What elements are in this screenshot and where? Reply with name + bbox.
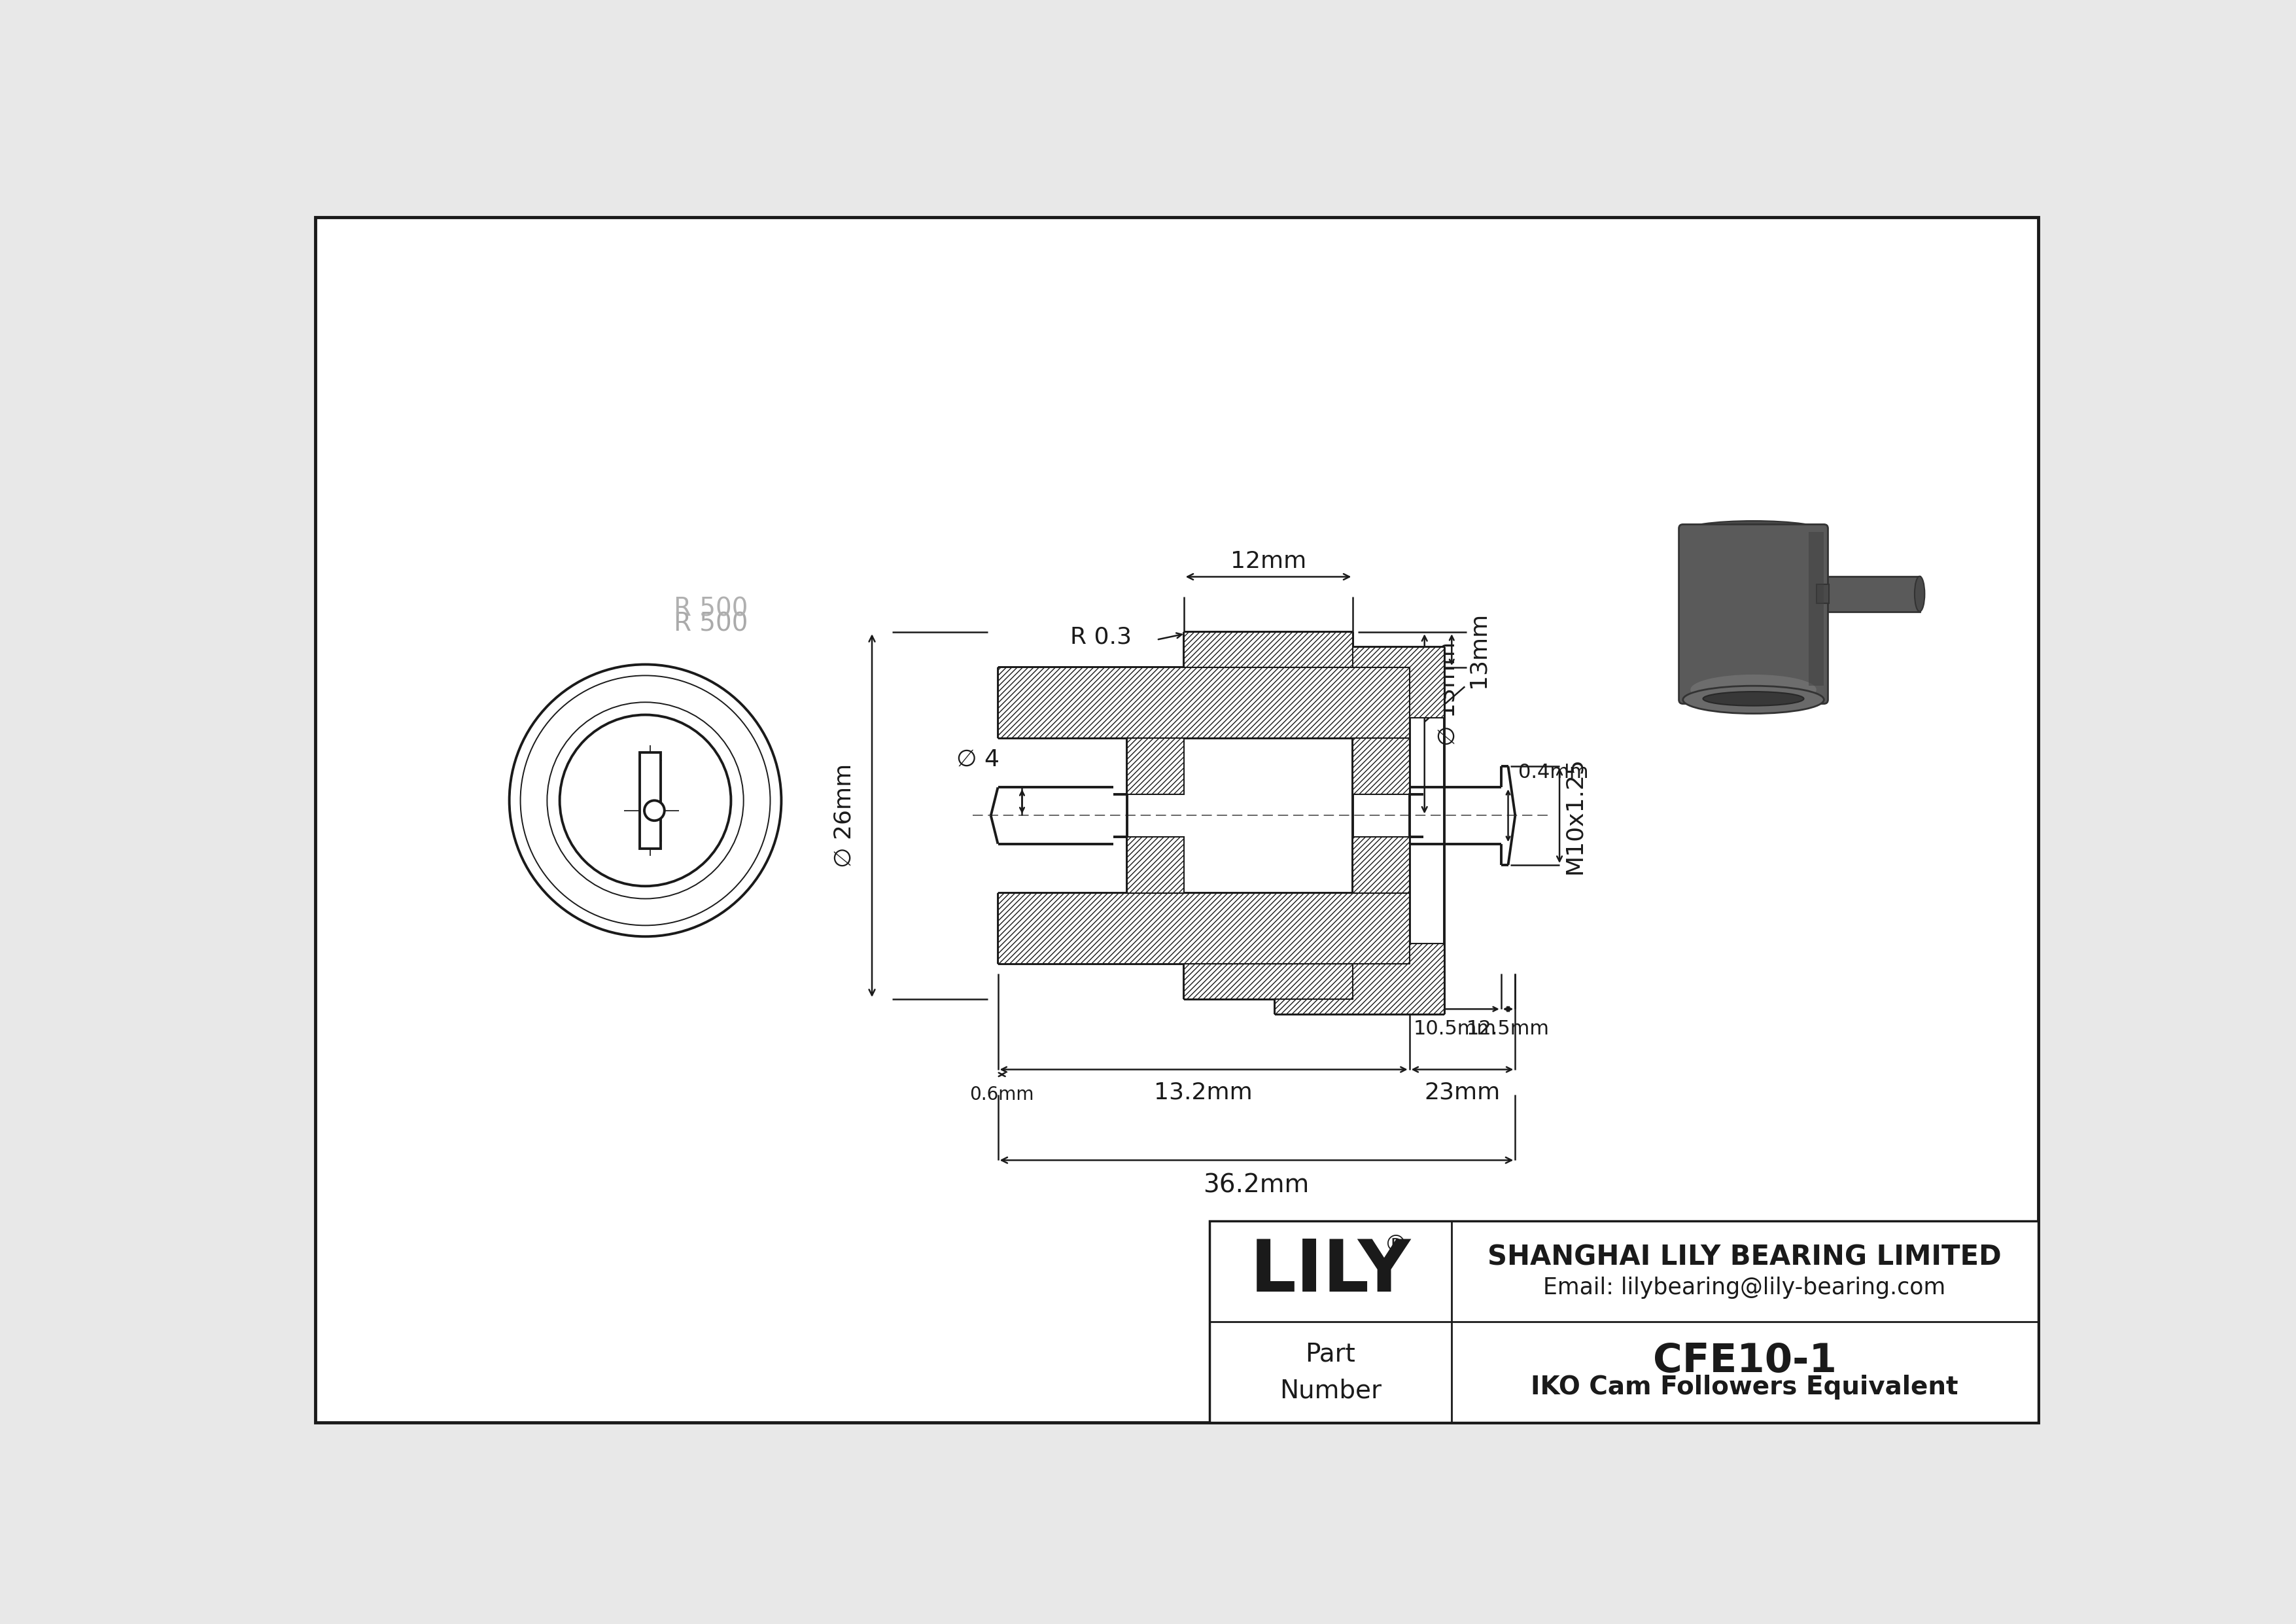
Text: ∅ 4: ∅ 4 — [955, 749, 999, 771]
Bar — [1185, 632, 1352, 667]
Text: IKO Cam Followers Equivalent: IKO Cam Followers Equivalent — [1531, 1376, 1958, 1400]
Bar — [1352, 737, 1410, 794]
Text: R 0.3: R 0.3 — [1070, 627, 1132, 648]
Bar — [1274, 648, 1444, 718]
Text: R 500: R 500 — [673, 612, 748, 637]
Bar — [1127, 737, 1185, 794]
Bar — [1352, 836, 1410, 893]
Text: CFE10-1: CFE10-1 — [1653, 1341, 1837, 1380]
Bar — [1274, 944, 1444, 1013]
Text: 36.2mm: 36.2mm — [1203, 1173, 1309, 1199]
Text: R 500: R 500 — [673, 596, 748, 622]
Circle shape — [645, 801, 664, 820]
Bar — [999, 667, 1410, 737]
Ellipse shape — [1683, 685, 1823, 713]
Text: Email: lilybearing@lily-bearing.com: Email: lilybearing@lily-bearing.com — [1543, 1276, 1945, 1299]
Text: ∅ 13mm: ∅ 13mm — [1437, 641, 1460, 745]
Text: ∅ 26mm: ∅ 26mm — [833, 763, 856, 867]
Text: ®: ® — [1384, 1234, 1407, 1257]
Text: 0.6mm: 0.6mm — [969, 1085, 1033, 1104]
Bar — [999, 893, 1410, 963]
Bar — [1816, 585, 1830, 604]
Ellipse shape — [1683, 521, 1823, 541]
Ellipse shape — [1690, 674, 1816, 705]
Ellipse shape — [1915, 577, 1924, 612]
Bar — [1185, 963, 1352, 999]
Text: 13mm: 13mm — [1467, 612, 1490, 689]
Text: LILY: LILY — [1249, 1236, 1410, 1307]
Text: SHANGHAI LILY BEARING LIMITED: SHANGHAI LILY BEARING LIMITED — [1488, 1244, 2002, 1272]
Bar — [1809, 533, 1823, 685]
Text: M10x1.25: M10x1.25 — [1564, 757, 1587, 874]
Text: 23mm: 23mm — [1424, 1082, 1499, 1103]
Bar — [1127, 836, 1185, 893]
Text: Part
Number: Part Number — [1279, 1341, 1382, 1403]
Text: 12mm: 12mm — [1231, 551, 1306, 573]
Bar — [1818, 577, 1919, 612]
Text: 0.4mm: 0.4mm — [1518, 763, 1589, 781]
Text: 13.2mm: 13.2mm — [1155, 1082, 1254, 1103]
Bar — [1210, 1221, 2039, 1423]
FancyBboxPatch shape — [1678, 525, 1828, 703]
Text: 12.5mm: 12.5mm — [1467, 1020, 1550, 1039]
Text: 10.5mm: 10.5mm — [1414, 1020, 1497, 1039]
Ellipse shape — [1704, 692, 1805, 706]
Bar — [641, 752, 661, 848]
